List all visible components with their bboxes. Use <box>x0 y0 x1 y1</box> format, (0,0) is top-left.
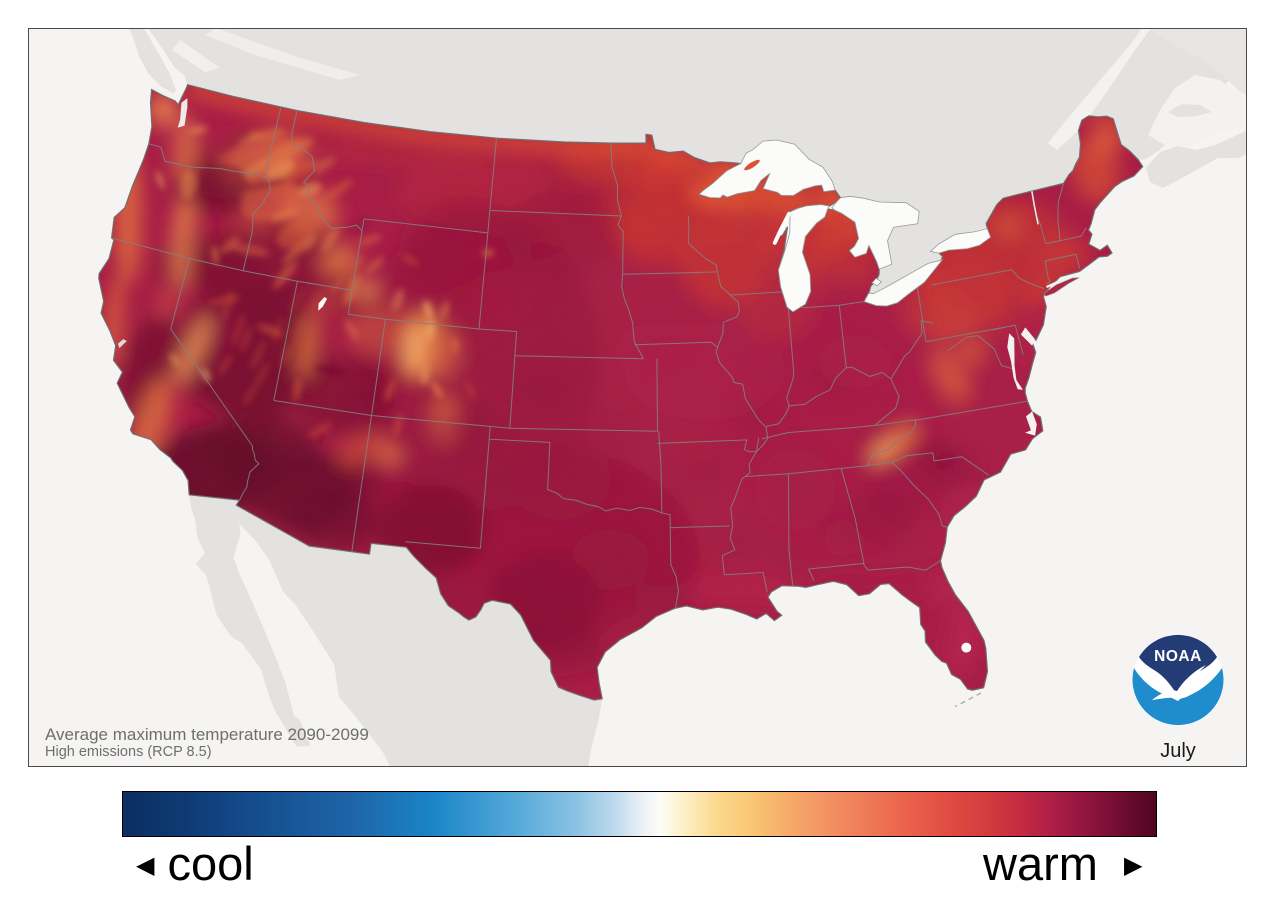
svg-text:NOAA: NOAA <box>1154 648 1202 665</box>
